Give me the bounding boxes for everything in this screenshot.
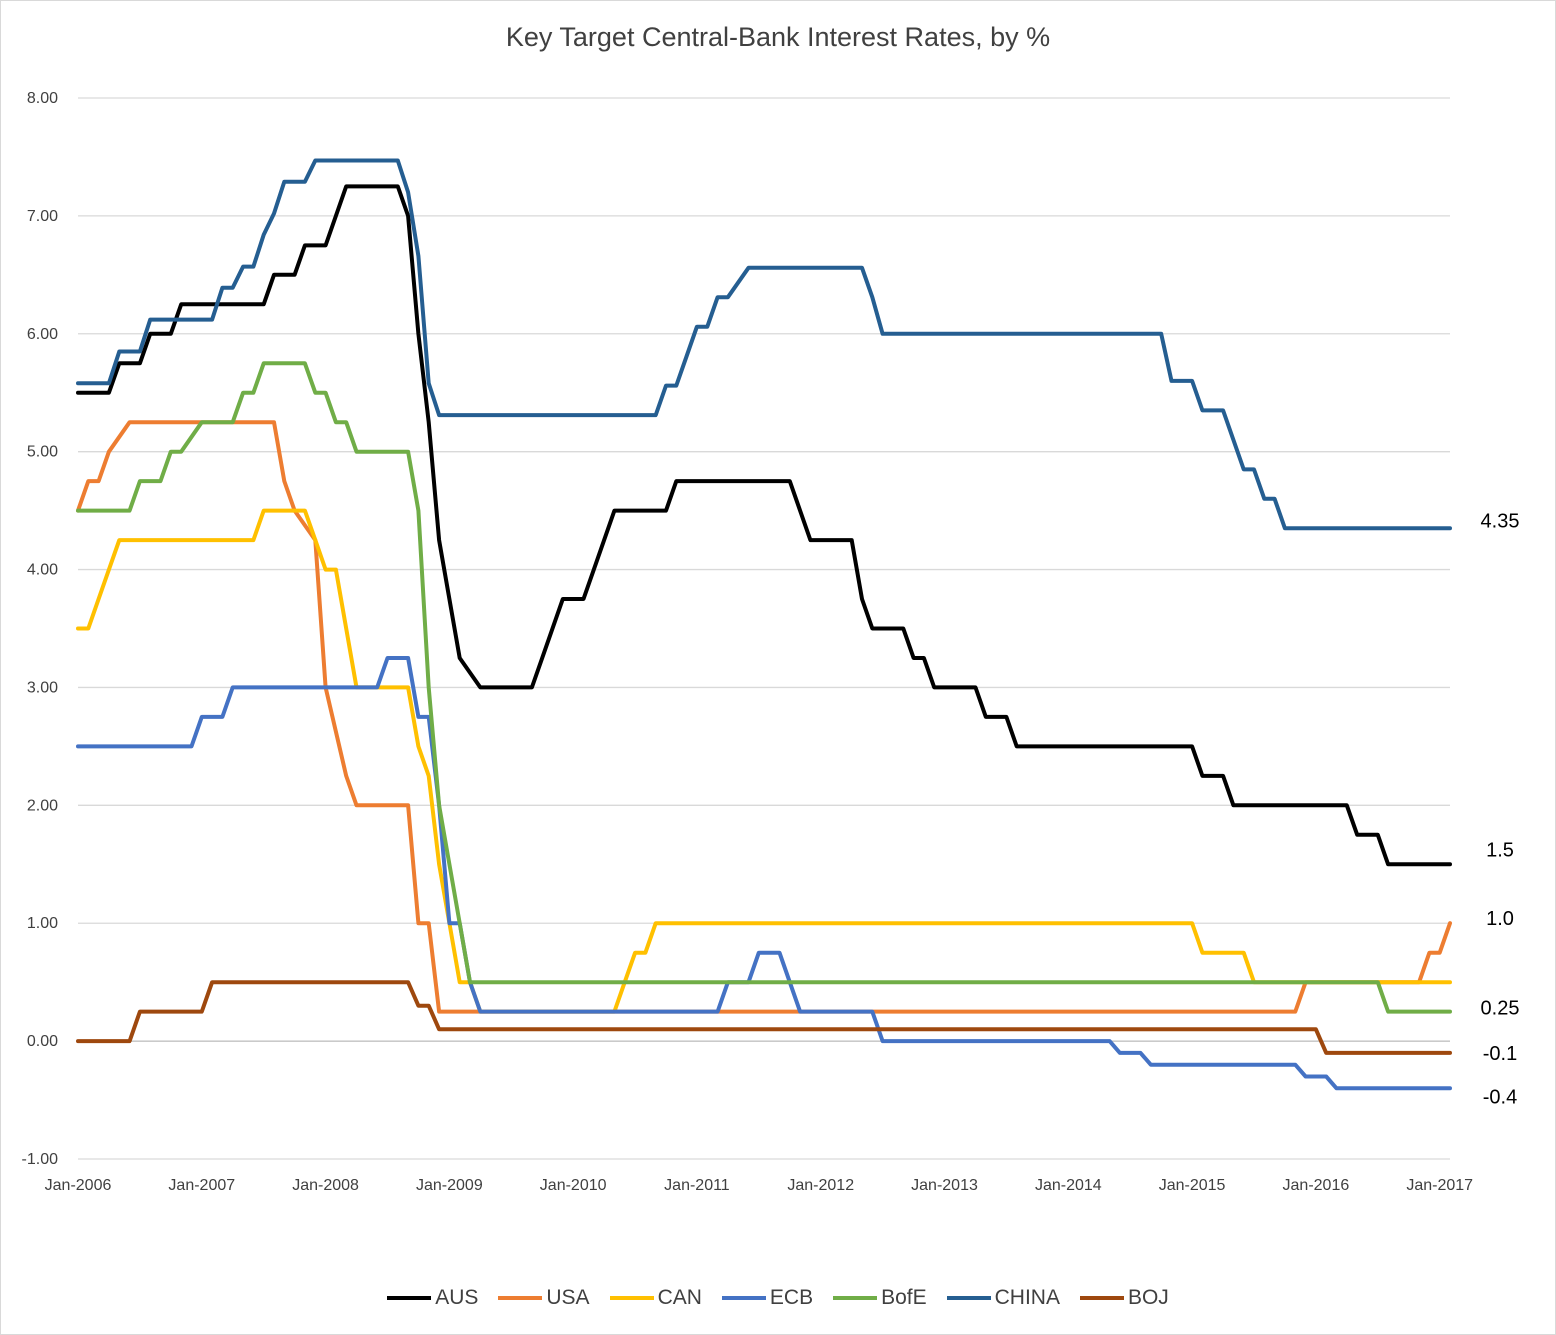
- gridlines: [78, 97, 1450, 1160]
- series-lines: [76, 158, 1452, 1091]
- x-tick-label: Jan-2007: [168, 1177, 235, 1194]
- series-line-china: [76, 158, 1452, 531]
- series-line-aus: [76, 184, 1452, 867]
- legend-item-bofe: BofE: [833, 1286, 927, 1310]
- legend-item-boj: BOJ: [1079, 1286, 1169, 1310]
- legend-swatch: [609, 1296, 654, 1300]
- legend-swatch: [833, 1296, 878, 1300]
- x-tick-label: Jan-2017: [1406, 1177, 1473, 1194]
- legend-label: CHINA: [994, 1286, 1060, 1309]
- series-line-ecb: [76, 656, 1452, 1091]
- legend-item-usa: USA: [498, 1286, 590, 1310]
- legend-item-ecb: ECB: [721, 1286, 814, 1310]
- legend-item-can: CAN: [609, 1286, 702, 1310]
- legend-item-china: CHINA: [946, 1286, 1060, 1310]
- x-tick-label: Jan-2012: [787, 1177, 854, 1194]
- legend-swatch: [387, 1296, 432, 1300]
- end-label: -0.4: [1483, 1086, 1517, 1108]
- x-tick-label: Jan-2010: [540, 1177, 607, 1194]
- y-tick-label: 0.00: [27, 1033, 58, 1050]
- x-tick-label: Jan-2013: [911, 1177, 978, 1194]
- end-label: -0.1: [1483, 1043, 1517, 1065]
- x-tick-label: Jan-2015: [1159, 1177, 1226, 1194]
- legend-label: ECB: [769, 1286, 814, 1309]
- legend-item-aus: AUS: [387, 1286, 478, 1310]
- y-tick-label: -1.00: [22, 1151, 59, 1168]
- x-axis-ticks: Jan-2006 Jan-2007 Jan-2008 Jan-2009 Jan-2010…: [45, 1177, 1474, 1194]
- end-label: 4.35: [1481, 510, 1520, 532]
- x-tick-label: Jan-2011: [664, 1177, 730, 1194]
- y-tick-label: 2.00: [27, 797, 58, 814]
- end-label: 1.5: [1486, 839, 1514, 861]
- x-tick-label: Jan-2008: [292, 1177, 359, 1194]
- y-tick-label: 5.00: [27, 444, 58, 461]
- y-tick-label: 1.00: [27, 915, 58, 932]
- legend-swatch: [1079, 1296, 1124, 1300]
- y-tick-label: 3.00: [27, 679, 58, 696]
- series-line-bofe: [76, 361, 1452, 1014]
- legend-label: BofE: [881, 1286, 927, 1309]
- legend-swatch: [498, 1296, 543, 1300]
- y-axis-ticks: 8.00 7.00 6.00 5.00 4.00 3.00 2.00 1.00 0.00 -1.0…: [22, 90, 59, 1168]
- x-tick-label: Jan-2006: [45, 1177, 112, 1194]
- end-label: 0.25: [1481, 998, 1520, 1020]
- chart-legend: AUS USA CAN ECB BofE CHINA BOJ: [0, 1286, 1556, 1310]
- legend-label: CAN: [657, 1286, 702, 1309]
- x-tick-label: Jan-2009: [416, 1177, 483, 1194]
- y-tick-label: 7.00: [27, 208, 58, 225]
- x-tick-label: Jan-2016: [1283, 1177, 1350, 1194]
- end-labels: 4.35 1.5 1.0 0.25 -0.1 -0.4: [1481, 510, 1520, 1108]
- legend-label: BOJ: [1127, 1286, 1169, 1309]
- series-line-boj: [76, 980, 1452, 1055]
- y-tick-label: 8.00: [27, 90, 58, 107]
- legend-swatch: [721, 1296, 766, 1300]
- chart-title: Key Target Central-Bank Interest Rates, …: [505, 22, 1051, 52]
- x-tick-label: Jan-2014: [1035, 1177, 1102, 1194]
- end-label: 1.0: [1486, 908, 1514, 930]
- y-tick-label: 4.00: [27, 562, 58, 579]
- y-tick-label: 6.00: [27, 326, 58, 343]
- legend-swatch: [946, 1296, 991, 1300]
- legend-label: USA: [546, 1286, 590, 1309]
- series-line-can: [76, 508, 1452, 1014]
- legend-label: AUS: [435, 1286, 479, 1309]
